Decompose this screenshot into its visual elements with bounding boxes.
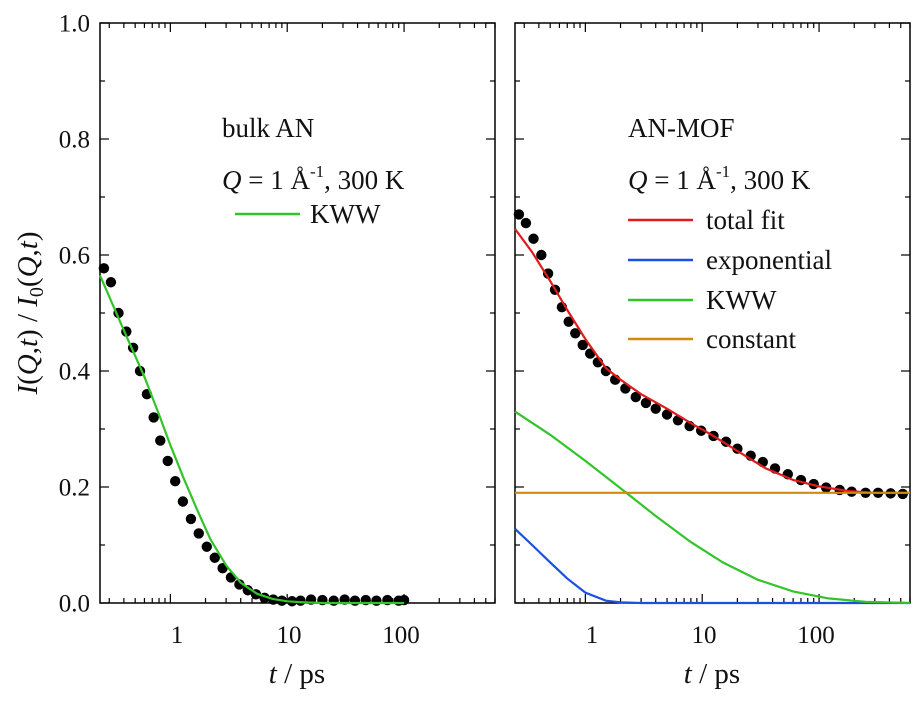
left-data-point (193, 528, 204, 539)
left-axis-ticks (100, 22, 496, 604)
legend-label-kww: KWW (706, 285, 777, 315)
left-data-point (234, 579, 245, 590)
y-axis-title: I(Q,t) / I0(Q,t) (12, 231, 48, 395)
right-data-point (542, 268, 554, 279)
right-data-point (520, 217, 532, 229)
y-tick-label: 0.8 (59, 127, 90, 154)
legend-label-total-fit: total fit (706, 205, 785, 235)
legend-label-constant: constant (706, 324, 796, 354)
right-data-point (528, 233, 539, 244)
left-data-point (242, 585, 254, 596)
y-tick-label: 1.0 (59, 11, 90, 38)
right-kww-line (514, 410, 911, 605)
right-data-point (897, 488, 908, 500)
left-data-point (162, 455, 173, 467)
right-data-point (600, 365, 612, 377)
left-data-point (105, 277, 117, 288)
left-kww-line (98, 274, 405, 605)
left-annotation-conditions: Q = 1 Å-1, 300 K (222, 162, 405, 195)
left-data-point (209, 552, 220, 563)
left-series (98, 263, 410, 607)
right-data-point (570, 328, 581, 339)
right-data-point (640, 397, 652, 409)
left-data-point (98, 263, 110, 274)
left-plot-frame (99, 22, 496, 604)
legend-label-exponential: exponential (706, 245, 832, 275)
x-tick-label: 100 (797, 622, 835, 649)
y-tick-label: 0.6 (59, 243, 90, 270)
right-series (513, 209, 911, 605)
legend-label-kww: KWW (310, 199, 381, 229)
left-data-point (169, 476, 181, 487)
left-data-point (349, 595, 361, 606)
right-data-point (630, 391, 641, 403)
right-annotation-conditions: Q = 1 Å-1, 300 K (628, 162, 811, 195)
left-annotation-sample: bulk AN (222, 113, 314, 143)
left-data-point (177, 496, 189, 507)
left-data-point (201, 541, 212, 552)
left-data-point (148, 412, 159, 423)
y-tick-label: 0.0 (59, 591, 90, 618)
x-tick-label: 1 (586, 622, 599, 649)
left-data-point (155, 435, 166, 446)
x-axis-title-right: t / ps (684, 658, 740, 690)
right-data-point (577, 339, 588, 351)
right-exponential-line (514, 528, 910, 605)
x-tick-label: 1 (171, 622, 184, 649)
x-axis-title-left: t / ps (269, 658, 325, 690)
y-tick-label: 0.2 (59, 475, 90, 502)
right-data-point (650, 403, 661, 414)
right-data-point (661, 409, 673, 420)
y-tick-label: 0.4 (59, 359, 91, 386)
right-legend: total fit exponential KWW constant (628, 205, 832, 354)
left-data-point (295, 595, 306, 606)
left-data-point (185, 513, 197, 525)
right-total-fit-line (514, 228, 910, 494)
right-data-point (536, 249, 547, 261)
x-tick-label: 100 (382, 622, 420, 649)
x-tick-label: 10 (277, 622, 302, 649)
left-data-point (371, 595, 382, 606)
x-tick-label: 10 (692, 622, 717, 649)
right-data-point (513, 209, 525, 220)
left-legend: KWW (235, 199, 381, 229)
right-data-point (563, 316, 574, 327)
left-data-point (328, 595, 339, 606)
right-annotation-sample: AN-MOF (628, 113, 735, 143)
